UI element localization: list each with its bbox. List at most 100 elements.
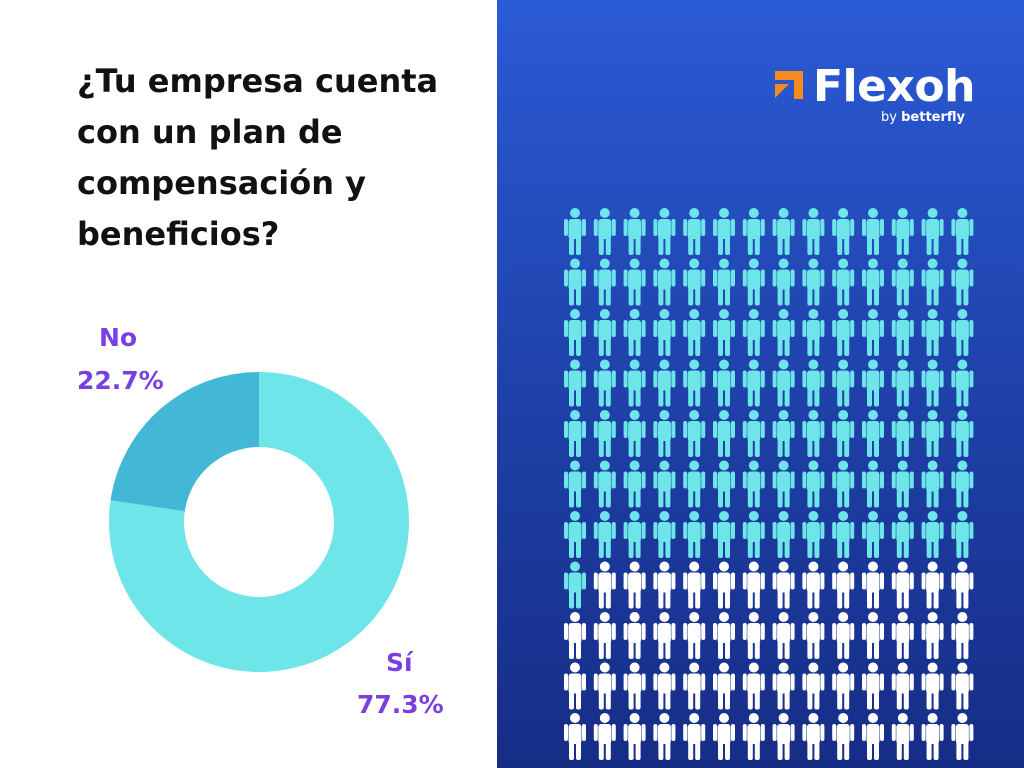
person-icon — [623, 713, 646, 760]
person-icon — [653, 662, 676, 710]
person-icon — [683, 410, 706, 457]
flexoh-logo: Flexoh by betterfly — [775, 62, 975, 134]
person-icon — [802, 713, 825, 760]
person-icon — [891, 258, 914, 306]
person-icon — [772, 561, 795, 609]
person-icon — [891, 410, 914, 457]
person-icon — [742, 511, 765, 558]
person-icon — [921, 258, 944, 306]
person-icon — [623, 258, 646, 306]
person-icon — [742, 662, 765, 710]
person-icon — [832, 511, 855, 558]
person-icon — [653, 713, 676, 760]
label-si-name: Sí — [386, 648, 413, 677]
person-icon — [772, 309, 795, 356]
person-icon — [921, 612, 944, 659]
person-icon — [683, 258, 706, 306]
person-icon — [891, 208, 914, 255]
person-icon — [683, 309, 706, 356]
person-icon — [772, 359, 795, 407]
person-icon — [802, 258, 825, 306]
person-icon — [683, 359, 706, 407]
person-icon — [713, 410, 735, 457]
person-icon — [713, 258, 735, 306]
person-icon — [713, 460, 735, 508]
person-icon — [593, 713, 616, 760]
person-icon — [593, 359, 616, 407]
person-icon — [593, 612, 616, 659]
person-icon — [593, 460, 616, 508]
person-icon — [891, 511, 914, 558]
logo-sub-brand: betterfly — [901, 110, 965, 125]
person-icon — [921, 309, 944, 356]
person-icon — [742, 612, 765, 659]
person-icon — [653, 258, 676, 306]
person-icon — [653, 359, 676, 407]
person-icon — [862, 511, 884, 558]
person-icon — [802, 662, 825, 710]
donut-slice-si — [109, 372, 410, 673]
person-icon — [742, 460, 765, 508]
person-icon — [564, 511, 586, 558]
person-icon — [742, 208, 765, 255]
person-icon — [593, 561, 616, 609]
logo-sub-prefix: by — [881, 110, 897, 125]
person-icon — [713, 359, 735, 407]
person-icon — [742, 561, 765, 609]
label-no-name: No — [99, 323, 138, 352]
person-icon — [921, 410, 944, 457]
person-icon — [862, 258, 884, 306]
person-icon — [653, 561, 676, 609]
person-icon — [683, 713, 706, 760]
person-icon — [742, 258, 765, 306]
person-icon — [772, 410, 795, 457]
person-icon — [772, 662, 795, 710]
person-icon — [713, 612, 735, 659]
person-icon — [593, 309, 616, 356]
person-icon — [832, 713, 855, 760]
person-icon — [593, 410, 616, 457]
person-icon — [713, 511, 735, 558]
person-icon — [921, 561, 944, 609]
person-icon — [623, 561, 646, 609]
person-icon — [593, 208, 616, 255]
person-icon — [802, 460, 825, 508]
person-icon — [683, 208, 706, 255]
person-icon — [951, 460, 974, 508]
person-icon — [832, 410, 855, 457]
person-icon — [862, 713, 884, 760]
person-icon — [564, 561, 586, 609]
person-icon — [832, 359, 855, 407]
person-icon — [802, 561, 825, 609]
person-icon — [862, 208, 884, 255]
person-icon — [623, 208, 646, 255]
person-icon — [891, 359, 914, 407]
person-icon — [832, 460, 855, 508]
person-icon — [683, 662, 706, 710]
person-icon — [623, 460, 646, 508]
person-icon — [564, 612, 586, 659]
person-icon — [564, 410, 586, 457]
label-si-percent: 77.3% — [357, 690, 444, 719]
person-icon — [862, 410, 884, 457]
person-icon — [683, 511, 706, 558]
person-icon — [653, 309, 676, 356]
person-icon — [564, 208, 586, 255]
person-icon — [653, 612, 676, 659]
person-icon — [772, 208, 795, 255]
person-icon — [653, 460, 676, 508]
person-icon — [564, 359, 586, 407]
person-icon — [742, 359, 765, 407]
person-icon — [862, 561, 884, 609]
person-icon — [921, 662, 944, 710]
person-icon — [921, 511, 944, 558]
person-icon — [564, 662, 586, 710]
person-icon — [564, 258, 586, 306]
person-icon — [891, 309, 914, 356]
person-icon — [921, 359, 944, 407]
person-icon — [802, 309, 825, 356]
person-icon — [593, 511, 616, 558]
person-icon — [593, 258, 616, 306]
person-icon — [564, 460, 586, 508]
